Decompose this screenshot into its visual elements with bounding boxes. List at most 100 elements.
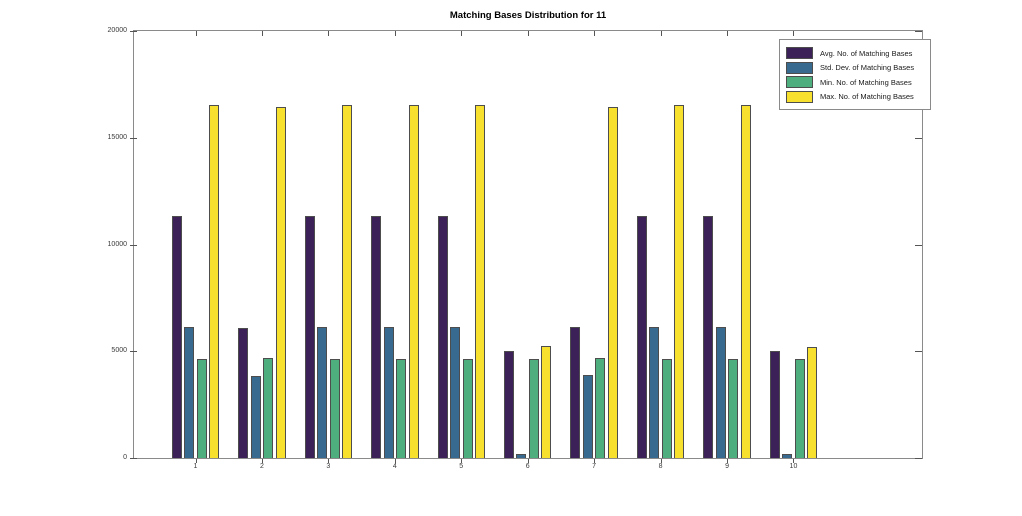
x-axis-tick-mirror — [461, 31, 463, 36]
bar-series3-group10 — [794, 358, 805, 458]
legend-item-label: Min. No. of Matching Bases — [820, 77, 912, 87]
y-axis-tick — [130, 458, 137, 459]
legend: Avg. No. of Matching Bases Std. Dev. of M… — [779, 39, 931, 110]
legend-item: Max. No. of Matching Bases — [786, 90, 924, 105]
bar-series4-group7 — [607, 106, 618, 458]
y-axis-label: 15000 — [107, 133, 127, 141]
y-axis-tick — [130, 31, 137, 32]
legend-color-swatch — [786, 76, 813, 89]
bar-series4-group10 — [807, 347, 818, 458]
bar-series3-group7 — [595, 357, 606, 458]
x-axis-tick — [461, 459, 463, 463]
bar-series1-group5 — [437, 215, 448, 458]
bar-series2-group8 — [649, 326, 660, 458]
x-axis-tick-mirror — [394, 31, 396, 36]
x-axis-tick-mirror — [660, 31, 662, 36]
y-axis-label: 5000 — [111, 347, 127, 355]
x-axis-tick — [527, 459, 529, 463]
bar-series4-group1 — [209, 104, 220, 458]
bar-series4-group5 — [475, 104, 485, 458]
y-axis-tick-mirror — [915, 351, 922, 353]
y-axis-tick-mirror — [915, 458, 922, 459]
bar-series1-group1 — [171, 215, 182, 458]
bar-series3-group4 — [396, 358, 407, 458]
x-axis-label: 7 — [592, 463, 597, 470]
x-axis-tick-mirror — [328, 31, 330, 36]
bar-series2-group6 — [516, 453, 527, 458]
y-axis-tick-mirror — [915, 137, 922, 139]
x-axis-tick-mirror — [727, 31, 729, 36]
y-axis-label: 10000 — [107, 240, 127, 248]
y-axis-tick — [130, 244, 137, 246]
bar-series4-group4 — [408, 104, 419, 458]
bar-series2-group3 — [317, 326, 328, 458]
x-axis-tick-mirror — [527, 31, 529, 36]
x-axis-label: 8 — [658, 463, 663, 470]
bar-series3-group3 — [329, 358, 340, 458]
x-axis-tick-mirror — [261, 31, 263, 36]
bar-series1-group3 — [304, 215, 315, 458]
legend-color-swatch — [786, 61, 813, 74]
bar-series4-group3 — [342, 104, 353, 458]
legend-item: Avg. No. of Matching Bases — [786, 46, 924, 61]
bar-series2-group7 — [582, 374, 593, 458]
bar-series4-group6 — [541, 345, 552, 458]
x-axis-label: 10 — [789, 463, 798, 470]
bar-series3-group5 — [462, 358, 473, 458]
y-axis-tick-mirror — [915, 244, 922, 246]
bar-series3-group9 — [728, 358, 739, 458]
x-axis-tick-mirror — [793, 31, 795, 36]
bar-series4-group9 — [740, 104, 751, 458]
y-axis-tick — [130, 137, 137, 139]
x-axis-label: 5 — [459, 463, 464, 470]
bar-series2-group2 — [250, 375, 261, 458]
bar-series2-group1 — [184, 326, 195, 458]
x-axis-label: 4 — [392, 463, 397, 470]
legend-color-swatch — [786, 90, 813, 103]
y-axis-label: 0 — [123, 454, 127, 461]
chart-title: Matching Bases Distribution for 11 — [449, 10, 607, 21]
bar-series1-group4 — [371, 215, 382, 458]
bar-series3-group6 — [528, 358, 539, 458]
y-axis-tick-mirror — [915, 31, 922, 32]
x-axis-label: 1 — [193, 463, 198, 470]
bar-series3-group1 — [196, 358, 207, 458]
x-axis-tick — [394, 459, 396, 463]
x-axis-tick — [195, 459, 197, 463]
bar-series1-group10 — [769, 351, 780, 458]
bar-series2-group4 — [383, 326, 394, 458]
x-axis-label: 6 — [525, 463, 530, 470]
bar-series3-group2 — [263, 357, 274, 458]
x-axis-label: 9 — [725, 463, 729, 470]
bar-series3-group8 — [661, 358, 672, 458]
x-axis-tick — [660, 459, 662, 463]
bar-series1-group2 — [238, 327, 249, 458]
bar-series1-group9 — [703, 215, 714, 458]
x-axis-tick — [793, 459, 795, 463]
legend-item-label: Std. Dev. of Matching Bases — [820, 63, 915, 73]
x-axis-label: 3 — [326, 463, 331, 470]
x-axis-tick — [594, 459, 596, 463]
x-axis-tick — [328, 459, 330, 463]
bar-series1-group6 — [503, 351, 514, 458]
bar-series1-group8 — [636, 215, 647, 458]
legend-item: Min. No. of Matching Bases — [786, 75, 924, 90]
x-axis-tick — [727, 459, 729, 463]
legend-item: Std. Dev. of Matching Bases — [786, 61, 924, 76]
bar-series2-group5 — [450, 326, 460, 458]
bar-series4-group2 — [275, 106, 286, 458]
bar-series4-group8 — [674, 104, 685, 458]
y-axis-tick — [130, 351, 137, 353]
bar-series2-group10 — [782, 453, 793, 458]
bar-series2-group9 — [715, 326, 726, 458]
x-axis-tick-mirror — [594, 31, 596, 36]
x-axis-tick — [261, 459, 263, 463]
legend-item-label: Max. No. of Matching Bases — [820, 92, 914, 102]
x-axis-tick-mirror — [195, 31, 197, 36]
legend-color-swatch — [786, 47, 813, 60]
y-axis-label: 20000 — [107, 27, 127, 34]
legend-item-label: Avg. No. of Matching Bases — [820, 48, 913, 58]
bar-series1-group7 — [570, 326, 581, 458]
x-axis-label: 2 — [259, 463, 264, 470]
